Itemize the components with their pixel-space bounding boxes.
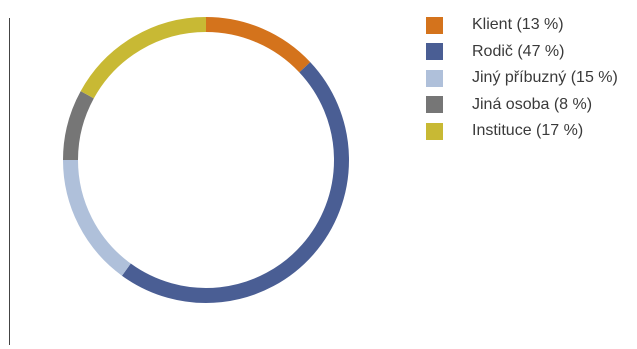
legend-swatch-jina-osoba (426, 96, 443, 114)
legend-swatch-rodic (426, 43, 443, 61)
legend-swatch-instituce (426, 122, 443, 140)
legend-swatch-klient (426, 16, 443, 34)
donut-segment-rodic (121, 62, 349, 303)
legend-label-jiny-pribuzny: Jiný příbuzný (15 %) (472, 69, 618, 87)
chart-left-border-line (9, 18, 10, 345)
legend-label-rodic: Rodič (47 %) (472, 42, 565, 60)
donut-segment-klient (205, 17, 311, 73)
legend-item-jina-osoba: Jiná osoba (8 %) (426, 92, 618, 119)
donut-segment-jiny-pribuzny (63, 159, 131, 276)
legend-label-klient: Klient (13 %) (472, 16, 564, 34)
donut-segment-instituce (80, 17, 207, 99)
donut-segment-jina-osoba (63, 91, 94, 161)
legend-label-instituce: Instituce (17 %) (472, 122, 584, 140)
legend-swatch-jiny-pribuzny (426, 69, 443, 87)
legend-item-klient: Klient (13 %) (426, 12, 618, 39)
legend-item-rodic: Rodič (47 %) (426, 39, 618, 66)
legend-item-instituce: Instituce (17 %) (426, 118, 618, 145)
legend-label-jina-osoba: Jiná osoba (8 %) (472, 95, 593, 113)
chart-legend: Klient (13 %) Rodič (47 %) Jiný příbuzný… (426, 12, 618, 145)
legend-item-jiny-pribuzny: Jiný příbuzný (15 %) (426, 65, 618, 92)
